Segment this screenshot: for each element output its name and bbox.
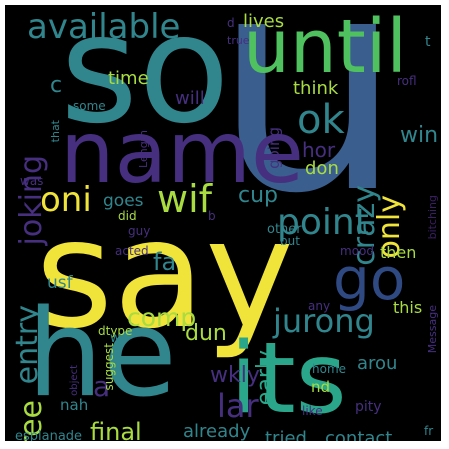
word-joking: joking xyxy=(14,155,49,246)
word-already: already xyxy=(183,421,251,441)
word-don: don xyxy=(305,158,339,179)
word-rofl: rofl xyxy=(397,74,417,88)
word-true: true xyxy=(227,34,250,47)
word-guy: guy xyxy=(128,224,151,238)
word-wkly: wkly xyxy=(210,363,260,388)
word-d: d xyxy=(227,16,235,30)
word-that: that xyxy=(49,120,62,143)
word-this: this xyxy=(393,298,423,317)
word-say: say xyxy=(35,188,294,362)
word-nd: nd xyxy=(311,378,331,396)
word-like: like xyxy=(302,404,323,418)
word-some: some xyxy=(73,99,106,113)
word-lives: lives xyxy=(243,11,285,32)
word-until: until xyxy=(243,5,407,90)
word-win: win xyxy=(400,123,439,148)
word-contact: contact xyxy=(325,428,393,442)
word-fr: fr xyxy=(424,424,434,438)
word-final: final xyxy=(90,418,142,441)
word-any: any xyxy=(308,299,331,313)
word-a: a xyxy=(93,370,111,403)
word-bitching: bitching xyxy=(426,195,439,240)
word-jurong: jurong xyxy=(273,302,375,340)
word-its: its xyxy=(230,322,347,436)
word-nah: nah xyxy=(60,396,89,414)
word-c: c xyxy=(50,73,63,98)
word-lar: lar xyxy=(217,387,259,425)
word-length: Length xyxy=(137,130,150,168)
word-b: b xyxy=(208,209,216,223)
word-comp: comp xyxy=(127,303,197,332)
word-available: available xyxy=(27,7,181,47)
word-was: was xyxy=(20,174,44,188)
word-dun: dun xyxy=(185,321,227,346)
word-ok: ok xyxy=(297,97,345,143)
word-time: time xyxy=(108,68,149,89)
word-cup: cup xyxy=(238,183,279,208)
word-acted: acted xyxy=(115,244,149,258)
word-going: going xyxy=(265,127,283,169)
word-will: will xyxy=(175,88,205,109)
word-did: did xyxy=(118,209,137,223)
word-esplanade: esplanade xyxy=(15,429,83,441)
word-name: name xyxy=(60,103,304,203)
word-usf: usf xyxy=(47,273,73,293)
word-t: t xyxy=(425,34,431,50)
word-message: Message xyxy=(426,305,439,354)
word-he: he xyxy=(27,285,177,424)
word-point: point xyxy=(277,202,369,243)
word-pity: pity xyxy=(355,399,382,415)
word-home: home xyxy=(312,362,347,376)
word-other: other xyxy=(267,222,302,237)
word-tried: tried xyxy=(265,428,307,442)
word-cloud: u so say he name until its available go point juro… xyxy=(5,5,441,441)
word-we: we xyxy=(110,331,129,346)
word-fa: fa xyxy=(153,248,177,276)
word-oni: oni xyxy=(40,180,92,220)
word-but: but xyxy=(280,234,300,248)
word-object: object xyxy=(69,365,80,396)
word-go: go xyxy=(333,245,406,313)
word-so: so xyxy=(60,5,230,157)
word-goes: goes xyxy=(103,191,144,211)
word-suggest: suggest xyxy=(102,343,116,391)
word-wif: wif xyxy=(157,177,213,221)
word-arou: arou xyxy=(357,353,398,374)
word-think: think xyxy=(293,78,339,99)
word-dtype: dtype xyxy=(98,324,133,338)
word-u: u xyxy=(213,5,404,259)
word-hor: hor xyxy=(302,138,336,162)
word-then: then xyxy=(380,243,417,262)
word-entry: entry xyxy=(10,305,45,385)
word-mood: mood xyxy=(340,244,374,258)
